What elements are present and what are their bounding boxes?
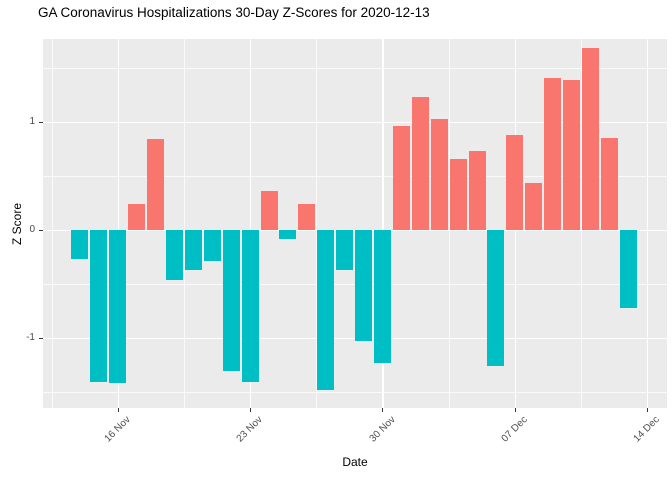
bar-2020-11-27 <box>317 230 335 390</box>
bar-2020-12-04 <box>449 158 467 230</box>
y-axis-title: Z Score <box>10 202 25 245</box>
y-tick-label: 0 <box>29 224 35 235</box>
gridline-major-v <box>117 39 120 408</box>
bar-2020-11-16 <box>109 230 127 384</box>
x-tick-label: 16 Nov <box>102 414 133 445</box>
bar-2020-12-01 <box>392 126 410 230</box>
bar-2020-11-24 <box>260 191 278 230</box>
chart-title: GA Coronavirus Hospitalizations 30-Day Z… <box>38 5 430 20</box>
y-tick-mark <box>39 122 43 124</box>
bar-2020-12-11 <box>581 47 599 230</box>
bar-2020-11-14 <box>71 230 89 260</box>
gridline-major-h <box>43 122 667 124</box>
x-tick-mark <box>250 408 252 412</box>
bar-2020-11-20 <box>184 230 202 270</box>
bar-2020-11-21 <box>203 230 221 262</box>
x-tick-label: 07 Dec <box>499 414 530 445</box>
bar-2020-11-15 <box>90 230 108 383</box>
bar-2020-12-09 <box>544 77 562 230</box>
gridline-minor-v <box>448 39 450 408</box>
bar-2020-11-29 <box>355 230 372 342</box>
gridline-minor-v <box>183 39 185 408</box>
gridline-minor-h <box>43 68 667 70</box>
bar-2020-11-30 <box>373 230 391 363</box>
y-tick-mark <box>39 230 43 231</box>
bar-2020-11-17 <box>128 204 146 230</box>
x-tick-label: 23 Nov <box>234 414 266 445</box>
plot-panel <box>43 39 667 408</box>
gridline-major-v <box>382 39 384 408</box>
bar-2020-12-07 <box>506 135 524 230</box>
bar-2020-11-25 <box>279 230 297 239</box>
y-tick-mark <box>39 337 43 339</box>
gridline-major-v <box>250 39 252 408</box>
bar-2020-12-08 <box>525 182 543 230</box>
gridline-major-v <box>647 39 649 408</box>
x-tick-mark <box>117 408 119 412</box>
bar-2020-11-26 <box>298 204 316 230</box>
x-tick-mark <box>514 408 516 412</box>
x-axis-title: Date <box>342 455 368 469</box>
x-tick-mark <box>647 408 649 412</box>
x-tick-mark <box>382 408 384 412</box>
gridline-minor-h <box>43 176 667 177</box>
bar-2020-11-23 <box>241 230 259 383</box>
bar-2020-12-13 <box>619 230 637 308</box>
y-tick-label: -1 <box>26 331 35 343</box>
bar-2020-12-10 <box>563 80 580 230</box>
bar-2020-11-19 <box>165 230 183 280</box>
bar-2020-12-02 <box>411 97 429 230</box>
y-tick-label: 1 <box>29 116 35 128</box>
bar-2020-12-06 <box>487 230 505 366</box>
gridline-minor-v <box>51 39 53 408</box>
gridline-minor-v <box>316 39 318 408</box>
bar-2020-12-03 <box>430 118 448 230</box>
x-tick-label: 30 Nov <box>367 414 398 445</box>
bar-2020-12-05 <box>468 151 486 230</box>
bar-2020-11-18 <box>147 139 164 230</box>
gridline-minor-h <box>43 391 667 393</box>
x-tick-label: 14 Dec <box>631 414 663 445</box>
bar-2020-12-12 <box>600 138 618 230</box>
bar-2020-11-22 <box>222 230 240 372</box>
bar-2020-11-28 <box>336 230 354 270</box>
gridline-minor-v <box>581 39 582 408</box>
